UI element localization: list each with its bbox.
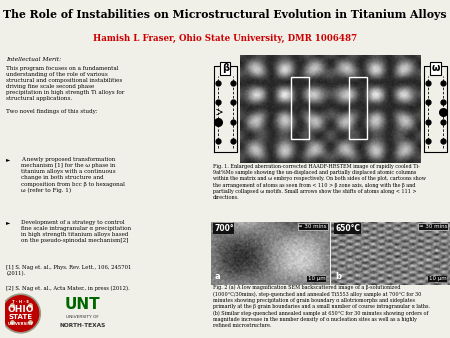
Text: The Role of Instabilities on Microstructural Evolution in Titanium Alloys: The Role of Instabilities on Microstruct…: [3, 9, 447, 20]
Text: STATE: STATE: [9, 314, 33, 320]
Text: ≈ 30 mins: ≈ 30 mins: [419, 224, 448, 229]
Text: UNT: UNT: [64, 297, 100, 312]
Text: ≈ 30 mins: ≈ 30 mins: [298, 224, 327, 229]
Text: a: a: [214, 272, 220, 282]
Text: NORTH·TEXAS: NORTH·TEXAS: [59, 323, 105, 328]
Text: 10 μm: 10 μm: [308, 276, 326, 282]
Text: OHIO: OHIO: [8, 305, 34, 314]
Text: ►: ►: [6, 220, 11, 225]
Text: Development of a strategy to control
fine scale intragranular α precipitation
in: Development of a strategy to control fin…: [21, 220, 131, 243]
Text: A newly proposed transformation
mechanism [1] for the ω phase in
titanium alloys: A newly proposed transformation mechanis…: [21, 157, 125, 193]
Bar: [291, 77, 309, 139]
Text: Fig. 2 (a) A low magnification SEM backscattered image of a β-solutionized
(1000: Fig. 2 (a) A low magnification SEM backs…: [213, 285, 430, 328]
Text: 10 μm: 10 μm: [429, 276, 446, 282]
Text: Intellectual Merit:: Intellectual Merit:: [6, 57, 61, 62]
Text: β: β: [222, 64, 229, 73]
Text: T · H · E: T · H · E: [12, 300, 29, 304]
Text: ►: ►: [6, 157, 11, 162]
Text: 700°: 700°: [214, 224, 234, 233]
Text: This program focuses on a fundamental
understanding of the role of various
struc: This program focuses on a fundamental un…: [6, 66, 125, 114]
Text: ω: ω: [431, 64, 440, 73]
Text: Hamish L Fraser, Ohio State University, DMR 1006487: Hamish L Fraser, Ohio State University, …: [93, 34, 357, 43]
Text: b: b: [335, 272, 341, 282]
Bar: [349, 77, 367, 139]
Text: [1] S. Nag et. al., Phys. Rev. Lett., 106, 245701
(2011).: [1] S. Nag et. al., Phys. Rev. Lett., 10…: [6, 265, 132, 276]
Text: UNIVERSITY OF: UNIVERSITY OF: [66, 315, 99, 319]
Text: Fig. 1. Enlarged aberration-corrected HAADF-HRSTEM image of rapidly cooled Ti-
9: Fig. 1. Enlarged aberration-corrected HA…: [213, 164, 426, 200]
Text: UNIVERSITY: UNIVERSITY: [8, 322, 34, 326]
Circle shape: [3, 296, 39, 331]
Text: [2] S. Nag et. al., Acta Mater., in press (2012).: [2] S. Nag et. al., Acta Mater., in pres…: [6, 285, 130, 291]
Circle shape: [1, 294, 40, 333]
Text: 650°C: 650°C: [335, 224, 360, 233]
